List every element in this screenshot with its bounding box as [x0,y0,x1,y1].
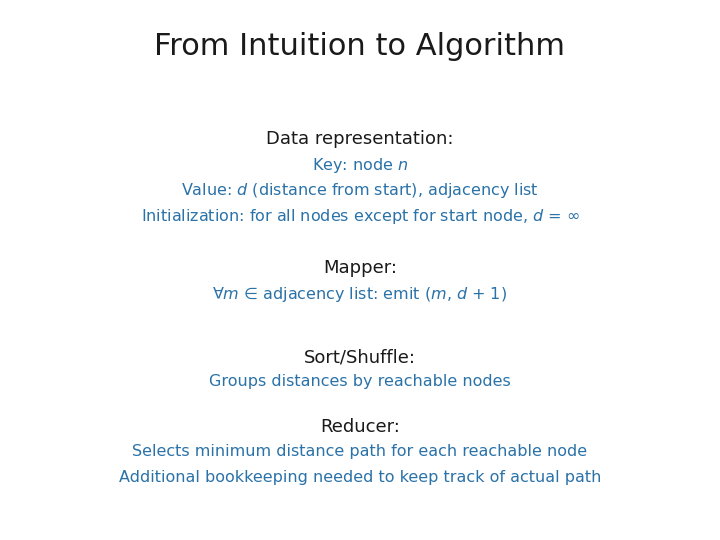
Text: Initialization: for all nodes except for start node, $d$ = ∞: Initialization: for all nodes except for… [140,207,580,226]
Text: ∀$m$ ∈ adjacency list: emit ($m$, $d$ + 1): ∀$m$ ∈ adjacency list: emit ($m$, $d$ + … [212,285,508,304]
Text: Sort/Shuffle:: Sort/Shuffle: [304,348,416,366]
Text: Data representation:: Data representation: [266,130,454,147]
Text: Groups distances by reachable nodes: Groups distances by reachable nodes [209,374,511,389]
Text: Key: node $n$: Key: node $n$ [312,156,408,174]
Text: From Intuition to Algorithm: From Intuition to Algorithm [155,32,565,62]
Text: Reducer:: Reducer: [320,418,400,436]
Text: Mapper:: Mapper: [323,259,397,277]
Text: Value: $d$ (distance from start), adjacency list: Value: $d$ (distance from start), adjace… [181,181,539,200]
Text: Additional bookkeeping needed to keep track of actual path: Additional bookkeeping needed to keep tr… [119,470,601,485]
Text: Selects minimum distance path for each reachable node: Selects minimum distance path for each r… [132,444,588,460]
